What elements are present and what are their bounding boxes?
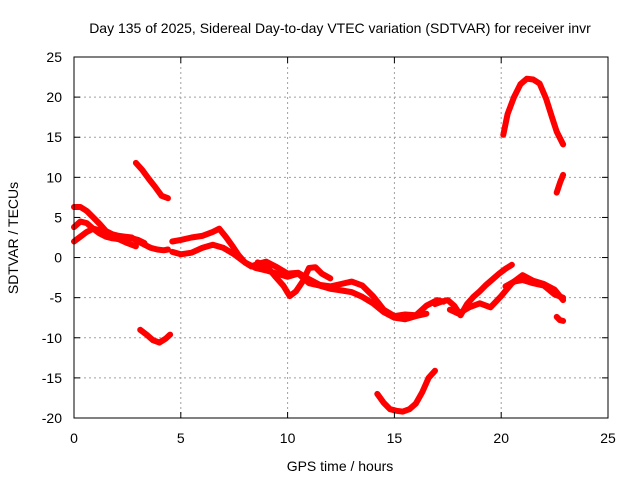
- series-line-arc-7: [500, 75, 567, 148]
- x-tick-label: 0: [70, 430, 78, 446]
- x-tick-label: 5: [177, 430, 185, 446]
- grid: [74, 57, 608, 418]
- y-tick-label: -20: [42, 410, 62, 426]
- axis-ticks: 0 5 10 15 20 25 -20 -15 -10 -5 0 5 10 15 20 25: [42, 49, 616, 446]
- x-tick-label: 10: [280, 430, 296, 446]
- y-tick-label: 5: [54, 209, 62, 225]
- x-tick-label: 25: [600, 430, 616, 446]
- x-tick-label: 15: [387, 430, 403, 446]
- x-axis-label: GPS time / hours: [287, 458, 394, 474]
- y-axis-label: SDTVAR / TECUs: [5, 182, 21, 294]
- series-line-arc-5: [374, 367, 438, 415]
- y-tick-label: -10: [42, 330, 62, 346]
- y-tick-label: 20: [46, 89, 62, 105]
- y-tick-label: 0: [54, 250, 62, 266]
- y-tick-label: 25: [46, 49, 62, 65]
- series-line-arc-1c: [71, 225, 139, 250]
- chart-title: Day 135 of 2025, Sidereal Day-to-day VTE…: [89, 20, 591, 36]
- series-line-arc-6c: [502, 277, 567, 301]
- y-tick-label: -5: [50, 290, 63, 306]
- series-line-arc-8: [553, 171, 567, 196]
- series-line-arc-3: [137, 326, 174, 346]
- series-line-arc-4b: [169, 241, 430, 323]
- y-tick-label: -15: [42, 370, 62, 386]
- series-group: [71, 75, 567, 415]
- series-line-arc-9: [553, 313, 567, 324]
- y-tick-label: 10: [46, 169, 62, 185]
- series-line-arc-6a: [432, 261, 515, 319]
- plot-frame: [73, 56, 609, 419]
- series-line-arc-2: [132, 159, 171, 202]
- x-tick-label: 20: [493, 430, 509, 446]
- y-tick-label: 15: [46, 129, 62, 145]
- series-line-arc-4c: [254, 259, 334, 300]
